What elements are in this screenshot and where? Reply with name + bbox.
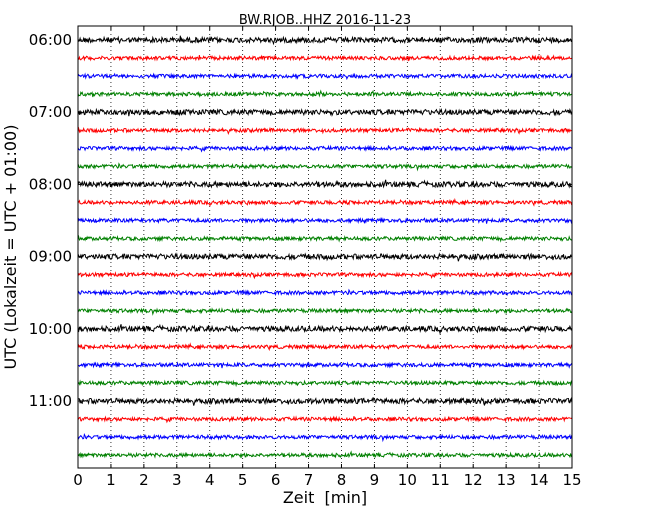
- y-axis-label: UTC (Lokalzeit = UTC + 01:00): [1, 125, 20, 370]
- trace-group: [77, 35, 573, 459]
- seismic-trace: [77, 361, 573, 369]
- y-tick-label: 07:00: [29, 103, 72, 121]
- x-tick-label: 12: [464, 471, 483, 489]
- x-tick-label: 8: [337, 471, 347, 489]
- x-tick-label: 0: [73, 471, 83, 489]
- seismic-trace: [77, 252, 573, 262]
- y-tick-label: 06:00: [29, 31, 72, 49]
- x-tick-label: 4: [205, 471, 215, 489]
- seismic-trace: [77, 379, 573, 388]
- x-tick-label: 13: [497, 471, 516, 489]
- seismic-trace: [77, 54, 573, 62]
- axis-ticks: [77, 26, 573, 468]
- seismic-trace: [77, 450, 573, 459]
- grid-lines: [110, 26, 540, 468]
- y-tick-label: 09:00: [29, 248, 72, 266]
- seismic-trace: [77, 396, 573, 406]
- seismic-trace: [77, 35, 573, 46]
- x-tick-label: 10: [398, 471, 417, 489]
- seismic-trace: [77, 342, 573, 352]
- seismic-trace: [77, 323, 573, 336]
- plot-area: [78, 26, 572, 468]
- x-tick-label: 2: [139, 471, 149, 489]
- seismic-trace: [77, 107, 573, 117]
- x-tick-label: 1: [106, 471, 116, 489]
- seismic-trace: [77, 270, 573, 280]
- x-axis-label: Zeit [min]: [283, 488, 367, 507]
- seismic-trace: [77, 179, 573, 189]
- seismic-trace: [77, 415, 573, 424]
- seismic-trace: [77, 144, 573, 153]
- seismic-trace: [77, 72, 573, 81]
- y-tick-label: 08:00: [29, 175, 72, 193]
- y-tick-label: 11:00: [29, 392, 72, 410]
- seismic-trace: [77, 197, 573, 207]
- x-tick-label: 14: [530, 471, 549, 489]
- x-tick-label: 9: [370, 471, 380, 489]
- seismic-trace: [77, 432, 573, 443]
- seismic-trace: [77, 89, 573, 98]
- x-tick-label: 15: [562, 471, 581, 489]
- seismic-trace: [77, 288, 573, 297]
- x-tick-label: 6: [271, 471, 281, 489]
- seismic-trace: [77, 216, 573, 225]
- plot-frame: [77, 25, 573, 469]
- seismic-trace: [77, 307, 573, 316]
- y-tick-label: 10:00: [29, 320, 72, 338]
- x-tick-label: 3: [172, 471, 182, 489]
- x-tick-label: 7: [304, 471, 314, 489]
- seismic-trace: [77, 126, 573, 135]
- y-axis-tick-labels: 06:00 07:00 08:00 09:00 10:00 11:00: [29, 31, 72, 410]
- seismic-trace: [77, 162, 573, 172]
- chart-title: BW.RJOB..HHZ 2016-11-23: [239, 13, 411, 28]
- seismic-trace: [77, 234, 573, 243]
- x-tick-label: 11: [431, 471, 450, 489]
- x-tick-label: 5: [238, 471, 248, 489]
- x-axis-tick-labels: 0 1 2 3 4 5 6 7 8 9 10 11 12 13 14 15: [73, 471, 581, 489]
